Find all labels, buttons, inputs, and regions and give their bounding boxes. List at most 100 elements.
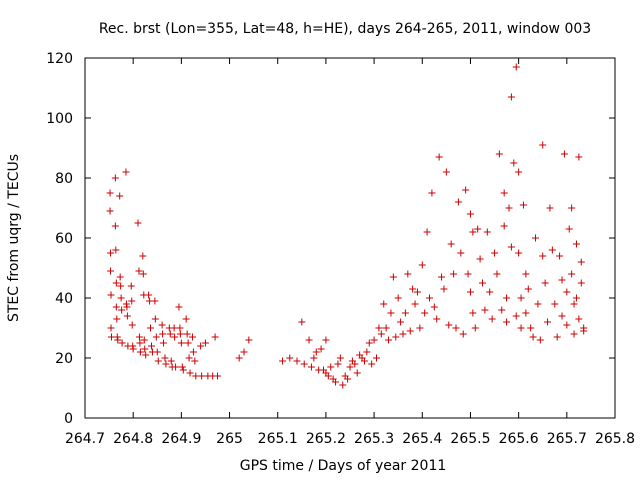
data-point — [498, 306, 506, 314]
data-point — [541, 279, 549, 287]
data-point — [389, 273, 397, 281]
data-point — [536, 336, 544, 344]
data-point — [421, 309, 429, 317]
x-tick-label: 265.7 — [547, 431, 587, 447]
data-point — [539, 141, 547, 149]
data-point — [189, 348, 197, 356]
data-point — [519, 201, 527, 209]
data-point — [135, 267, 143, 275]
data-point — [339, 381, 347, 389]
data-point — [307, 363, 315, 371]
data-point — [385, 336, 393, 344]
data-point — [114, 336, 122, 344]
data-point — [310, 354, 318, 362]
data-point — [483, 228, 491, 236]
x-tick-label: 265.2 — [306, 431, 346, 447]
data-point — [558, 312, 566, 320]
data-point — [392, 333, 400, 341]
data-point — [445, 321, 453, 329]
data-point — [428, 189, 436, 197]
data-point — [123, 303, 131, 311]
data-point — [570, 330, 578, 338]
data-point — [351, 360, 359, 368]
y-tick-label: 20 — [55, 351, 73, 367]
data-point — [534, 300, 542, 308]
data-point — [517, 294, 525, 302]
data-point — [474, 225, 482, 233]
data-point — [139, 270, 147, 278]
data-point — [527, 324, 535, 332]
data-point — [151, 297, 159, 305]
data-point — [399, 330, 407, 338]
data-point — [118, 339, 126, 347]
data-point — [117, 294, 125, 302]
data-point — [565, 225, 573, 233]
data-point — [435, 153, 443, 161]
data-point — [515, 249, 523, 257]
data-point — [486, 288, 494, 296]
data-point — [185, 354, 193, 362]
data-point — [176, 330, 184, 338]
data-point — [336, 354, 344, 362]
data-point — [107, 267, 115, 275]
data-point — [363, 348, 371, 356]
data-point — [353, 369, 361, 377]
data-point — [524, 285, 532, 293]
data-point — [469, 309, 477, 317]
data-point — [406, 327, 414, 335]
data-point — [135, 333, 143, 341]
y-tick-label: 60 — [55, 231, 73, 247]
data-point — [368, 360, 376, 368]
y-tick-label: 100 — [46, 111, 73, 127]
data-point — [123, 312, 131, 320]
data-point — [176, 324, 184, 332]
x-tick-label: 265.4 — [402, 431, 442, 447]
data-point — [563, 321, 571, 329]
data-point — [459, 330, 467, 338]
data-point — [152, 333, 160, 341]
data-point — [293, 357, 301, 365]
data-point — [182, 315, 190, 323]
data-point — [134, 219, 142, 227]
data-point — [507, 93, 515, 101]
data-point — [568, 204, 576, 212]
data-point — [177, 339, 185, 347]
data-point — [491, 249, 499, 257]
data-point — [568, 270, 576, 278]
data-point — [116, 273, 124, 281]
data-point — [397, 318, 405, 326]
data-point — [111, 222, 119, 230]
data-point — [426, 294, 433, 302]
data-point — [334, 360, 342, 368]
data-point — [186, 369, 194, 377]
data-point — [344, 375, 352, 383]
data-point — [503, 294, 511, 302]
data-point — [493, 270, 501, 278]
data-point — [450, 270, 458, 278]
data-point — [479, 279, 486, 287]
x-tick-label: 265.5 — [450, 431, 490, 447]
data-point — [440, 285, 448, 293]
data-point — [572, 294, 580, 302]
data-point — [111, 174, 119, 182]
data-point — [447, 240, 455, 248]
y-tick-label: 80 — [55, 171, 73, 187]
data-point — [522, 270, 530, 278]
data-point — [136, 339, 144, 347]
data-point — [423, 228, 431, 236]
data-point — [548, 246, 556, 254]
data-point — [495, 150, 503, 158]
data-point — [529, 333, 537, 341]
data-point — [517, 324, 525, 332]
data-point — [183, 330, 191, 338]
x-tick-label: 264.7 — [65, 431, 105, 447]
data-point — [162, 360, 170, 368]
x-tick-label: 265.8 — [595, 431, 635, 447]
data-point — [575, 315, 583, 323]
data-point — [430, 303, 438, 311]
data-point — [469, 228, 477, 236]
data-point — [510, 159, 518, 167]
data-point — [433, 315, 441, 323]
data-point — [175, 303, 183, 311]
data-point — [413, 288, 421, 296]
